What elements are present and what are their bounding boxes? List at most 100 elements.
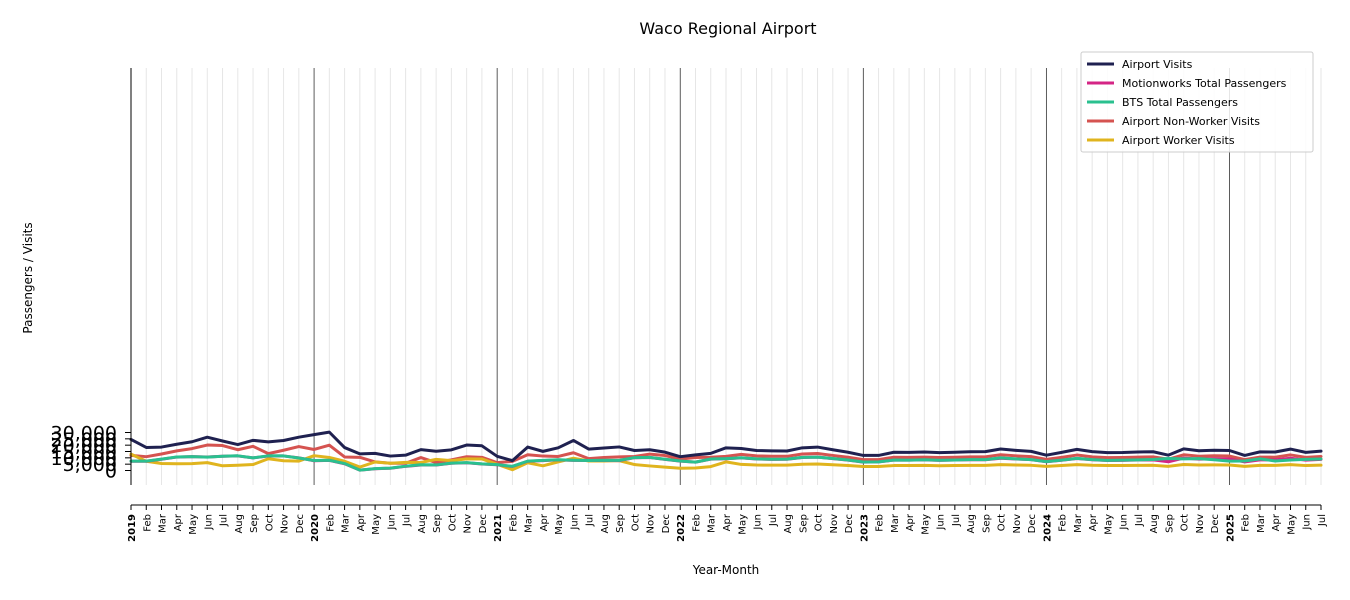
x-tick-label: Apr <box>539 513 550 531</box>
x-tick-label: 2023 <box>859 514 870 542</box>
x-tick-label: Jun <box>753 514 764 531</box>
y-axis-label: Passengers / Visits <box>21 222 35 333</box>
grid-lines <box>145 68 1322 485</box>
x-tick-label: Oct <box>264 514 275 531</box>
x-tick-label: Jul <box>1317 514 1328 527</box>
x-tick-label: 2021 <box>493 514 504 542</box>
x-tick-label: May <box>1103 514 1114 535</box>
x-tick-label: Oct <box>630 514 641 531</box>
x-tick-label: Oct <box>1180 514 1191 531</box>
series-line-airport-worker-visits <box>129 452 1323 472</box>
x-tick-label: Nov <box>1012 514 1023 534</box>
x-tick-label: Sep <box>615 514 626 533</box>
x-tick-label: Feb <box>508 514 519 532</box>
x-tick-label: Aug <box>417 514 428 534</box>
x-tick-label: May <box>554 514 565 535</box>
x-tick-label: May <box>371 514 382 535</box>
x-tick-label: Oct <box>814 514 825 531</box>
x-tick-label: 2024 <box>1042 514 1053 542</box>
x-tick-label: Aug <box>600 514 611 534</box>
y-tick-label: 25,000 <box>51 429 117 451</box>
x-tick-label: Aug <box>966 514 977 534</box>
x-tick-label: Nov <box>1195 514 1206 534</box>
x-tick-label: May <box>188 514 199 535</box>
x-tick-label: Nov <box>280 514 291 534</box>
x-tick-label: Dec <box>1210 514 1221 533</box>
x-tick-label: Mar <box>707 513 718 533</box>
x-tick-label: Aug <box>1149 514 1160 534</box>
x-tick-label: 2025 <box>1225 514 1236 542</box>
x-tick-label: Nov <box>646 514 657 534</box>
x-tick-label: Feb <box>325 514 336 532</box>
chart-title: Waco Regional Airport <box>639 19 816 38</box>
x-tick-label: Dec <box>661 514 672 533</box>
x-tick-label: Jun <box>1119 514 1130 531</box>
x-tick-label: Jul <box>1134 514 1145 527</box>
x-tick-label: Apr <box>722 513 733 531</box>
y-tick-label: 30,000 <box>51 423 117 445</box>
x-tick-label: Dec <box>1027 514 1038 533</box>
x-tick-label: Jun <box>203 514 214 531</box>
x-tick-label: Feb <box>142 514 153 532</box>
x-tick-label: Sep <box>432 514 443 533</box>
x-tick-label: Jun <box>569 514 580 531</box>
x-tick-label: Nov <box>829 514 840 534</box>
x-tick-label: 2022 <box>676 514 687 542</box>
series-line-airport-non-worker-visits <box>129 443 1323 465</box>
y-tick-label: 20,000 <box>51 435 117 457</box>
x-tick-label: Feb <box>1241 514 1252 532</box>
x-tick-label: Dec <box>844 514 855 533</box>
legend-label: Airport Visits <box>1122 58 1193 71</box>
x-tick-label: Sep <box>798 514 809 533</box>
legend-label: Airport Worker Visits <box>1122 134 1235 147</box>
x-tick-label: Apr <box>173 513 184 531</box>
x-ticks: 2019 Feb Mar Apr May Jun Jul Aug Sep Oct Nov Dec 202… <box>127 505 1328 542</box>
x-tick-label: Jul <box>219 514 230 527</box>
x-tick-label: Mar <box>341 513 352 533</box>
x-tick-label: Mar <box>1073 513 1084 533</box>
x-tick-label: Mar <box>890 513 901 533</box>
x-tick-label: Mar <box>158 513 169 533</box>
x-tick-label: Jul <box>585 514 596 527</box>
x-tick-label: Apr <box>1088 513 1099 531</box>
legend-label: BTS Total Passengers <box>1122 96 1238 109</box>
x-tick-label: 2020 <box>310 514 321 542</box>
x-tick-label: May <box>1286 514 1297 535</box>
x-tick-label: Dec <box>295 514 306 533</box>
x-tick-label: May <box>920 514 931 535</box>
legend-label: Motionworks Total Passengers <box>1122 77 1287 90</box>
x-tick-label: Oct <box>997 514 1008 531</box>
x-tick-label: Aug <box>783 514 794 534</box>
x-tick-label: Jun <box>936 514 947 531</box>
series-line-airport-visits <box>129 430 1323 463</box>
x-tick-label: Jul <box>768 514 779 527</box>
x-tick-label: May <box>737 514 748 535</box>
x-tick-label: Jul <box>951 514 962 527</box>
x-tick-label: Apr <box>905 513 916 531</box>
y-tick-label: 10,000 <box>51 448 117 470</box>
x-tick-label: Sep <box>249 514 260 533</box>
y-tick-label: 15,000 <box>51 442 117 464</box>
x-tick-label: Feb <box>691 514 702 532</box>
x-tick-label: Sep <box>1164 514 1175 533</box>
x-tick-label: 2019 <box>127 514 138 542</box>
x-tick-label: Feb <box>875 514 886 532</box>
x-tick-label: Feb <box>1058 514 1069 532</box>
x-tick-label: Apr <box>1271 513 1282 531</box>
x-tick-label: Mar <box>1256 513 1267 533</box>
legend-box <box>1080 51 1314 153</box>
x-tick-label: Oct <box>447 514 458 531</box>
y-tick-label: 0 <box>105 461 117 483</box>
x-tick-label: Mar <box>524 513 535 533</box>
x-tick-label: Jun <box>1302 514 1313 531</box>
x-tick-label: Aug <box>234 514 245 534</box>
legend-label: Airport Non-Worker Visits <box>1122 115 1260 128</box>
x-tick-label: Dec <box>478 514 489 533</box>
series-line-bts-total-passengers <box>129 454 1323 472</box>
x-axis-label: Year-Month <box>692 563 760 577</box>
x-tick-label: Jun <box>386 514 397 531</box>
legend: Airport Visits Motionworks Total Passenge… <box>1080 51 1314 153</box>
x-tick-label: Sep <box>981 514 992 533</box>
